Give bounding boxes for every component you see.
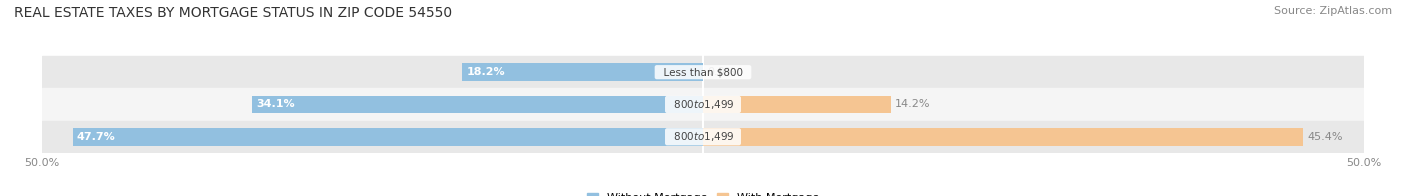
Text: Less than $800: Less than $800 xyxy=(657,67,749,77)
Bar xyxy=(73,128,703,146)
Bar xyxy=(463,63,703,81)
Bar xyxy=(703,96,890,113)
Text: 18.2%: 18.2% xyxy=(467,67,505,77)
Text: 14.2%: 14.2% xyxy=(894,99,931,109)
Bar xyxy=(42,121,1364,153)
Bar xyxy=(42,88,1364,121)
Text: 45.4%: 45.4% xyxy=(1308,132,1343,142)
Legend: Without Mortgage, With Mortgage: Without Mortgage, With Mortgage xyxy=(582,189,824,196)
Text: $800 to $1,499: $800 to $1,499 xyxy=(666,98,740,111)
Text: 34.1%: 34.1% xyxy=(256,99,295,109)
Text: 47.7%: 47.7% xyxy=(76,132,115,142)
Text: REAL ESTATE TAXES BY MORTGAGE STATUS IN ZIP CODE 54550: REAL ESTATE TAXES BY MORTGAGE STATUS IN … xyxy=(14,6,453,20)
Text: 0.0%: 0.0% xyxy=(707,67,735,77)
Text: Source: ZipAtlas.com: Source: ZipAtlas.com xyxy=(1274,6,1392,16)
Text: $800 to $1,499: $800 to $1,499 xyxy=(666,130,740,143)
Bar xyxy=(703,128,1303,146)
Bar xyxy=(252,96,703,113)
Bar xyxy=(42,56,1364,88)
